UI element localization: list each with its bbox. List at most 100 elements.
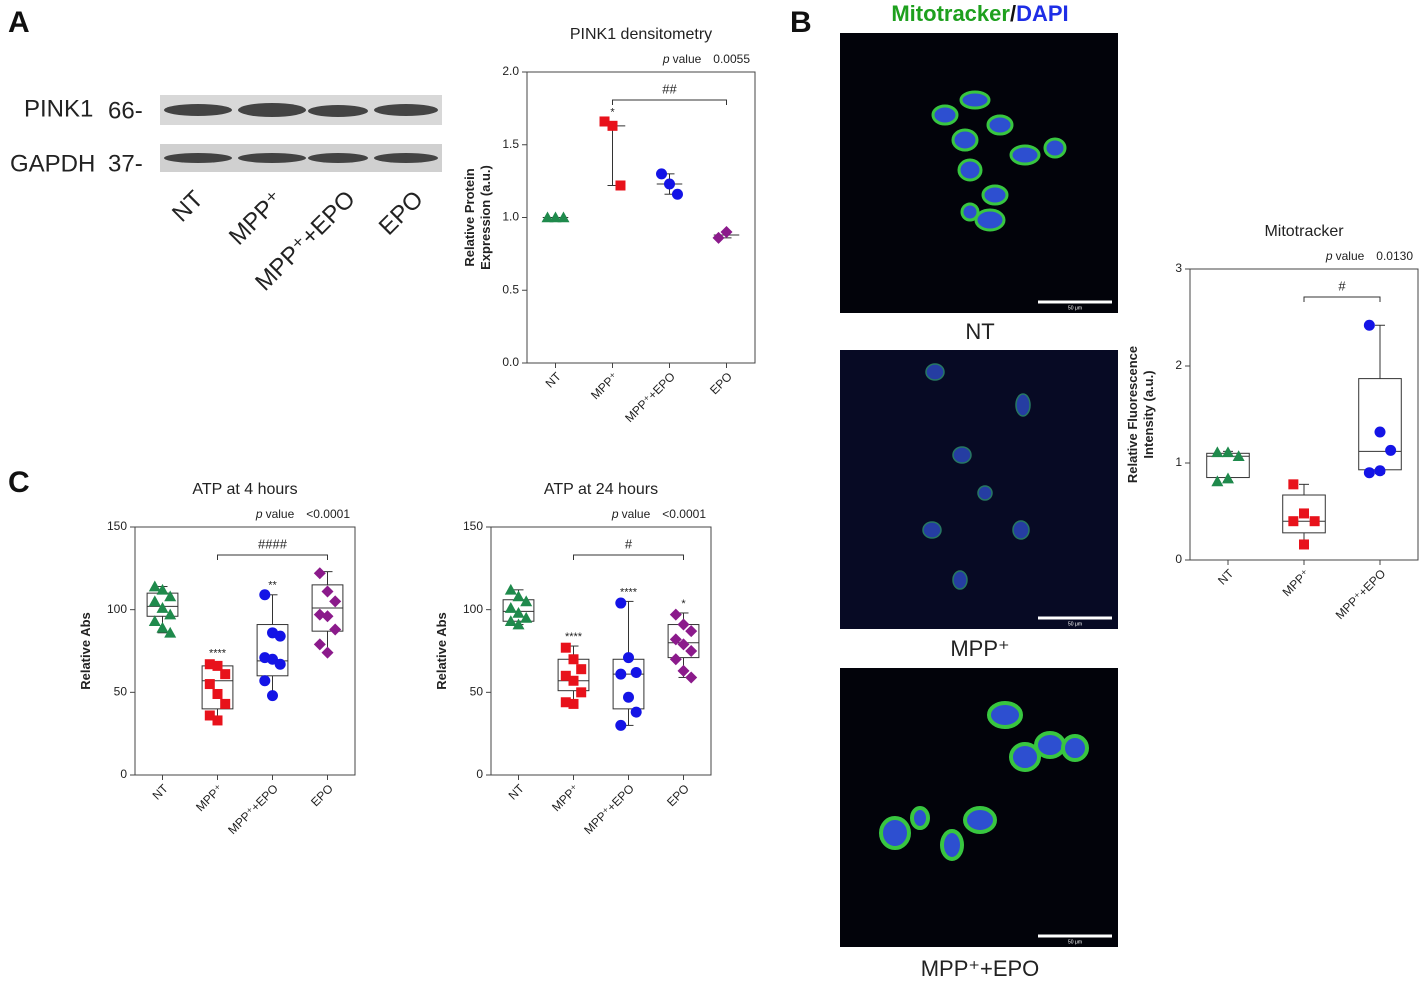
point <box>1211 475 1224 487</box>
blot-band <box>164 104 232 116</box>
x-tick-label: NT <box>150 781 172 803</box>
point <box>321 585 334 598</box>
x-tick-label: EPO <box>308 781 336 809</box>
point <box>204 679 215 690</box>
point <box>321 610 334 623</box>
lane-label: MPP⁺ <box>224 186 289 251</box>
y-axis-label-line: Relative Abs <box>78 612 93 690</box>
point <box>623 691 634 703</box>
p-symbol: p <box>1325 249 1333 263</box>
significance: **** <box>620 586 638 598</box>
panel-letter: B <box>790 6 812 39</box>
point <box>504 583 517 595</box>
blot-band <box>374 153 438 163</box>
micrograph-label: NT <box>965 319 994 344</box>
point <box>329 623 342 636</box>
point <box>685 671 698 684</box>
x-tick-label: MPP⁺ <box>193 781 226 814</box>
point <box>1299 539 1309 550</box>
blot-band <box>308 153 368 163</box>
point <box>607 120 618 131</box>
y-tick-label: 100 <box>107 602 127 616</box>
bracket <box>573 554 684 560</box>
band-size: 66- <box>108 97 143 124</box>
chart: ATP at 4 hours p value <0.0001 0 50 100 150 Rela… <box>78 481 356 837</box>
band-size: 37- <box>108 150 143 177</box>
box <box>1358 378 1402 471</box>
chart-title: Mitotracker <box>1264 223 1344 240</box>
bracket <box>612 99 727 105</box>
point <box>156 583 169 595</box>
point <box>274 630 286 642</box>
point <box>1385 444 1397 456</box>
point <box>204 659 215 670</box>
point <box>568 698 579 709</box>
x-tick-label: MPP⁺+EPO <box>225 781 281 837</box>
lane-label: EPO <box>374 186 429 241</box>
bracket-label: # <box>1338 278 1346 293</box>
blot-band <box>374 104 438 116</box>
point <box>1363 319 1375 331</box>
point <box>1288 479 1299 490</box>
point <box>1222 446 1234 458</box>
significance: **** <box>209 647 227 659</box>
cells <box>931 90 1067 232</box>
point <box>520 595 533 607</box>
point <box>148 580 161 592</box>
point <box>504 615 517 627</box>
point <box>685 625 698 638</box>
point <box>1222 472 1234 484</box>
p-number: <0.0001 <box>306 507 350 521</box>
western-blot: PINK1 66- GAPDH 37- NT MPP⁺ MPP⁺+EPO EPO <box>10 95 442 296</box>
point <box>329 595 342 608</box>
point <box>671 188 683 200</box>
point <box>1299 508 1309 519</box>
point <box>148 615 161 627</box>
y-tick-label: 0 <box>476 767 483 781</box>
point <box>267 690 278 702</box>
point <box>512 606 525 618</box>
point <box>630 706 642 718</box>
x-tick-label: NT <box>506 781 528 803</box>
significance: ** <box>268 580 277 592</box>
y-axis-label: Relative FluorescenceIntensity (a.u.) <box>1125 346 1156 483</box>
blot-band <box>308 105 368 117</box>
p-value: p value 0.0130 <box>1325 249 1413 263</box>
micrograph-label: MPP⁺ <box>950 636 1009 661</box>
bracket <box>1303 296 1381 302</box>
lane-label: NT <box>167 185 209 227</box>
point <box>669 633 682 646</box>
y-tick-label: 1 <box>1175 455 1182 469</box>
point <box>520 611 533 623</box>
x-tick-label: MPP⁺ <box>1280 566 1313 599</box>
micrograph-label: MPP⁺+EPO <box>921 956 1040 981</box>
point <box>560 642 571 653</box>
cells <box>922 363 1031 590</box>
point <box>557 211 570 223</box>
point <box>1363 467 1375 479</box>
y-axis-label-line: Expression (a.u.) <box>478 165 493 270</box>
y-axis-label: Relative Abs <box>78 612 93 690</box>
scale-bar-label: 50 μm <box>1068 621 1082 627</box>
scale-bar-label: 50 μm <box>1068 939 1082 945</box>
chart-title: ATP at 4 hours <box>192 481 297 498</box>
y-tick-label: 50 <box>114 685 128 699</box>
point <box>560 670 571 681</box>
point <box>576 687 587 698</box>
point <box>669 608 682 621</box>
blot-band <box>238 153 306 163</box>
point <box>220 669 231 680</box>
chart-title: ATP at 24 hours <box>544 481 658 498</box>
plot-frame <box>134 526 356 776</box>
point <box>313 567 326 580</box>
significance: * <box>681 598 686 610</box>
significance: * <box>610 106 615 118</box>
y-tick-label: 100 <box>463 602 483 616</box>
chart: PINK1 densitometry p value 0.0055 0.0 0.5 1.0 1… <box>462 26 756 425</box>
p-label: value <box>673 52 702 66</box>
y-tick-label: 50 <box>470 685 484 699</box>
chart-title: PINK1 densitometry <box>570 26 712 43</box>
panel-letter: A <box>8 6 30 39</box>
p-label: value <box>266 507 295 521</box>
y-tick-label: 1.5 <box>502 137 519 151</box>
